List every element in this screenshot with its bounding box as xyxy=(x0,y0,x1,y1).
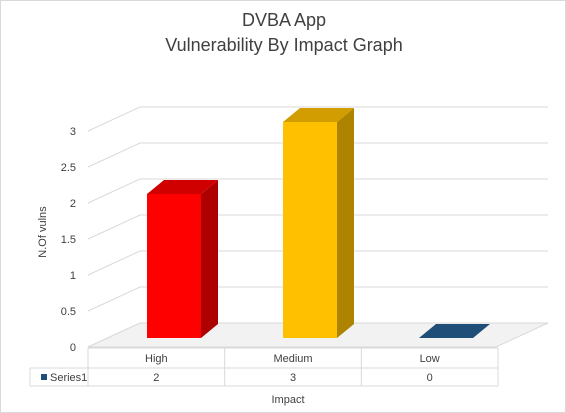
side-gridline xyxy=(87,106,141,132)
side-gridline xyxy=(87,214,141,240)
y-axis-title: N.Of vulns xyxy=(37,206,49,258)
table-value: 3 xyxy=(290,372,296,384)
legend-key xyxy=(41,374,47,380)
bar-top xyxy=(283,108,354,122)
bar-side xyxy=(337,108,354,338)
x-category-label: High xyxy=(145,353,168,365)
table-value: 0 xyxy=(427,372,433,384)
y-tick-label: 0 xyxy=(70,342,76,354)
x-axis-title: Impact xyxy=(271,394,304,406)
y-tick-label: 1.5 xyxy=(61,234,76,246)
bar-top xyxy=(419,324,490,338)
x-category-label: Low xyxy=(420,353,440,365)
y-tick-label: 3 xyxy=(70,126,76,138)
chart-title: DVBA App xyxy=(241,10,327,30)
y-tick-label: 0.5 xyxy=(61,306,76,318)
side-gridline xyxy=(87,250,141,276)
side-gridline xyxy=(87,178,141,204)
side-gridline xyxy=(87,142,141,168)
bar-side xyxy=(201,180,218,338)
chart-subtitle: Vulnerability By Impact Graph xyxy=(165,35,403,55)
x-category-label: Medium xyxy=(273,353,312,365)
table-value: 2 xyxy=(153,372,159,384)
y-tick-label: 2.5 xyxy=(61,162,76,174)
bar-front xyxy=(147,194,201,338)
series-name: Series1 xyxy=(50,372,87,384)
y-tick-label: 2 xyxy=(70,198,76,210)
side-gridline xyxy=(87,286,141,312)
bar-top xyxy=(147,180,218,194)
bar-front xyxy=(283,122,337,338)
y-tick-label: 1 xyxy=(70,270,76,282)
